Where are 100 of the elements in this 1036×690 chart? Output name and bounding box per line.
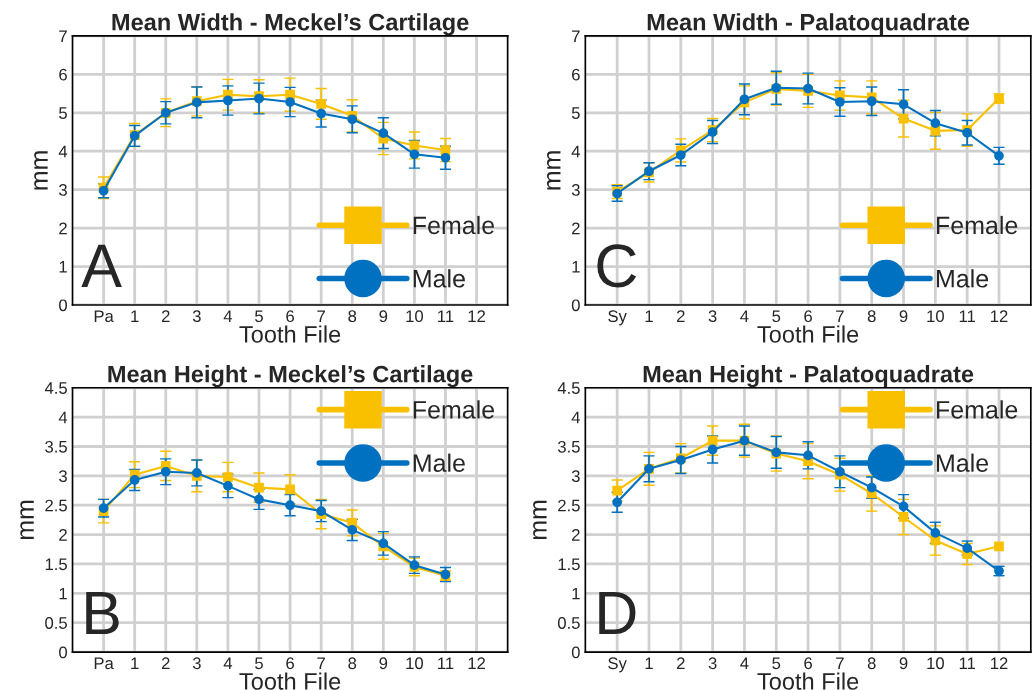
x-tick-label: 8 <box>348 310 357 323</box>
x-tick-label: 4 <box>223 657 233 669</box>
x-tick-label: 7 <box>317 657 325 669</box>
y-tick-label: 3 <box>571 470 580 483</box>
x-tick-label: 11 <box>959 657 976 669</box>
y-tick-label: 4.5 <box>557 382 580 394</box>
x-tick-label: Pa <box>94 657 114 670</box>
x-tick-label: 6 <box>286 310 294 323</box>
x-tick-label: 3 <box>192 657 201 670</box>
y-tick-label: 1 <box>59 587 67 600</box>
x-tick-label: 5 <box>255 310 263 323</box>
y-axis-title: mm <box>20 500 34 540</box>
x-tick-label: 6 <box>804 657 812 670</box>
y-tick-label: 0.5 <box>45 617 67 629</box>
x-tick-label: 8 <box>867 310 876 323</box>
chart-title: Mean Width - Meckel’s Cartilage <box>112 13 469 36</box>
y-tick-label: 2.5 <box>45 499 67 512</box>
x-tick-label: 12 <box>991 310 1008 322</box>
x-tick-label: 12 <box>468 657 485 669</box>
y-tick-label: 4 <box>58 411 68 424</box>
x-tick-label: 7 <box>317 310 325 322</box>
legend-label: Male <box>413 269 465 288</box>
x-tick-label: 12 <box>468 310 485 322</box>
x-tick-label: 5 <box>772 310 781 323</box>
x-tick-label: 10 <box>927 310 944 323</box>
x-tick-label: 8 <box>348 657 357 670</box>
y-tick-label: 0.5 <box>557 617 580 629</box>
x-tick-label: 11 <box>438 310 454 322</box>
x-tick-label: 4 <box>223 310 233 322</box>
y-tick-label: 1 <box>572 261 580 273</box>
x-tick-label: Sy <box>608 310 627 326</box>
legend-label: Male <box>413 453 465 472</box>
y-tick-label: 0 <box>571 299 580 312</box>
y-tick-label: 2 <box>572 222 580 235</box>
legend-label: Female <box>937 400 1018 419</box>
y-tick-label: 5 <box>571 107 580 119</box>
x-axis-title: Tooth File <box>239 325 341 343</box>
y-axis-title: mm <box>34 151 48 190</box>
y-tick-label: 2 <box>572 529 580 541</box>
x-tick-label: 2 <box>161 310 170 322</box>
annotation: B <box>86 592 119 635</box>
y-tick-label: 1.5 <box>558 558 580 571</box>
x-tick-label: 1 <box>131 310 139 322</box>
x-tick-label: Pa <box>94 310 114 323</box>
annotation: A <box>81 244 122 287</box>
y-tick-label: 3 <box>571 184 580 196</box>
chart-title: Mean Height - Palatoquadrate <box>643 365 974 388</box>
y-tick-label: 0 <box>59 299 68 312</box>
x-tick-label: 7 <box>836 657 844 669</box>
y-tick-label: 5 <box>59 107 67 119</box>
x-tick-label: 1 <box>645 657 653 669</box>
annotation: D <box>599 592 636 635</box>
y-tick-label: 1 <box>572 587 580 600</box>
x-tick-label: 5 <box>255 657 263 670</box>
legend-label: Male <box>937 453 989 472</box>
y-tick-label: 0 <box>59 646 68 659</box>
y-tick-label: 4.5 <box>44 382 67 394</box>
y-tick-label: 1 <box>59 261 67 273</box>
x-tick-label: 7 <box>836 310 844 322</box>
annotation: C <box>597 244 637 288</box>
x-tick-label: 9 <box>379 310 388 323</box>
x-tick-label: 3 <box>708 657 717 670</box>
y-tick-label: 4 <box>571 145 580 158</box>
y-tick-label: 0 <box>571 646 580 659</box>
x-tick-label: 4 <box>740 657 749 669</box>
x-tick-label: 1 <box>645 310 653 322</box>
x-tick-label: 3 <box>708 310 717 323</box>
x-tick-label: 2 <box>677 657 685 669</box>
x-tick-label: 12 <box>991 657 1008 669</box>
legend-label: Male <box>937 269 989 288</box>
y-tick-label: 7 <box>572 30 580 42</box>
y-axis-title: mm <box>533 500 547 540</box>
x-tick-label: 9 <box>899 657 908 670</box>
chart-title: Mean Height - Meckel’s Cartilage <box>108 365 473 388</box>
legend-label: Female <box>413 400 495 419</box>
x-tick-label: 8 <box>867 657 876 670</box>
legend-label: Female <box>937 215 1018 235</box>
x-axis-title: Tooth File <box>239 672 341 690</box>
x-tick-label: 6 <box>804 310 812 323</box>
x-tick-label: 4 <box>740 310 749 322</box>
y-tick-label: 2.5 <box>558 499 580 512</box>
y-tick-label: 3.5 <box>557 440 580 453</box>
y-tick-label: 4 <box>58 145 68 158</box>
y-tick-label: 3 <box>59 184 67 196</box>
chart-title: Mean Width - Palatoquadrate <box>647 13 970 36</box>
x-tick-label: 1 <box>131 657 139 669</box>
x-axis-title: Tooth File <box>757 672 859 690</box>
x-tick-label: 10 <box>927 657 944 670</box>
y-tick-label: 2 <box>59 222 67 235</box>
x-tick-label: 10 <box>406 310 424 323</box>
x-tick-label: 9 <box>899 310 908 323</box>
y-tick-label: 1.5 <box>45 558 67 571</box>
y-tick-label: 4 <box>571 411 580 424</box>
x-tick-label: 2 <box>677 310 685 322</box>
y-axis-title: mm <box>547 151 561 190</box>
x-tick-label: 3 <box>192 310 201 323</box>
x-tick-label: 2 <box>161 657 170 669</box>
y-tick-label: 7 <box>59 30 67 42</box>
y-tick-label: 6 <box>59 68 67 81</box>
x-tick-label: 9 <box>379 657 388 670</box>
